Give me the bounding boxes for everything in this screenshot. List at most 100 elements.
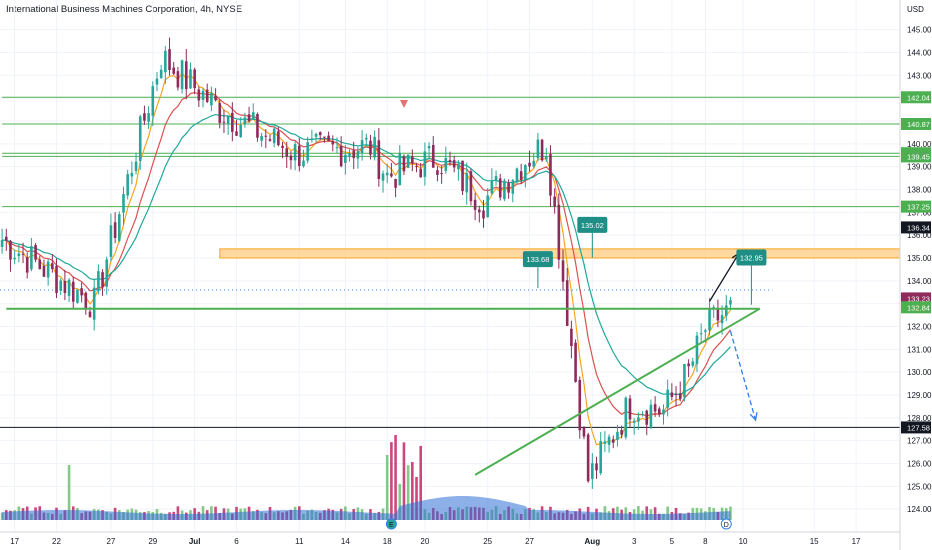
candle-body [469, 171, 473, 202]
candle-body [293, 144, 297, 161]
x-tick-label-1: 22 [52, 537, 61, 546]
y-tick-label-19: 143.00 [907, 71, 932, 80]
candle-body [645, 410, 649, 425]
candle-body [607, 436, 611, 445]
candle-body [172, 67, 176, 74]
candle-body [176, 71, 180, 88]
candle-body [97, 271, 100, 291]
candle-body [113, 222, 117, 238]
level-price-label-1-bg [901, 117, 931, 130]
candle-body [189, 69, 192, 89]
candle-body [222, 121, 226, 123]
y-tick-label-2: 126.00 [907, 460, 932, 469]
candle-body [637, 417, 640, 422]
candle-body [231, 112, 234, 132]
callout-box-2 [736, 249, 767, 266]
candle-body [561, 260, 565, 282]
candle-body [277, 131, 280, 146]
candle-body [264, 135, 268, 137]
price-label-1: 133.23 [907, 294, 930, 303]
candle-body [377, 140, 381, 179]
candle-body [360, 140, 364, 154]
candle-body [63, 281, 67, 294]
x-tick-label-0: 17 [10, 537, 19, 546]
event-marker-label-1: D [724, 522, 729, 529]
candle-body [327, 135, 330, 141]
candle-body [285, 148, 289, 157]
candle-body [197, 89, 201, 101]
candle-body [268, 139, 272, 141]
candle-body [138, 116, 142, 162]
candle-body [720, 315, 724, 324]
candle-body [239, 124, 242, 138]
volume-bar [390, 442, 393, 520]
candle-body [390, 173, 393, 177]
candle-body [201, 90, 205, 101]
y-tick-label-15: 139.00 [907, 163, 932, 172]
volume-bar [67, 465, 71, 520]
candle-body [452, 160, 456, 168]
candle-body [490, 180, 494, 194]
candle-body [101, 272, 104, 287]
candle-body [574, 342, 577, 382]
candle-body [503, 180, 506, 200]
candle-body [193, 69, 196, 89]
candle-body [662, 409, 665, 415]
candle-body [331, 140, 335, 145]
candle-body [666, 389, 669, 408]
candle-body [310, 138, 314, 141]
candle-body [88, 311, 92, 318]
candle-body [658, 408, 661, 415]
candle-body [4, 236, 8, 241]
candle-body [143, 113, 146, 121]
candle-body [205, 89, 209, 102]
candle-body [394, 178, 397, 188]
y-tick-label-21: 145.00 [907, 26, 932, 35]
candle-body [649, 404, 653, 428]
callout-label-1: 133.68 [526, 255, 549, 264]
candle-body [318, 132, 322, 136]
candle-body [498, 178, 502, 198]
candle-body [586, 434, 590, 482]
candle-body [603, 441, 607, 444]
candle-body [118, 214, 121, 241]
candle-body [695, 335, 699, 364]
candle-body [461, 160, 464, 192]
candle-body [314, 133, 318, 137]
candle-body [17, 253, 21, 257]
candle-body [708, 307, 711, 331]
x-tick-label-6: 11 [295, 537, 304, 546]
candle-body [599, 441, 602, 474]
candle-body [465, 173, 469, 193]
candle-body [406, 154, 410, 168]
candle-body [595, 463, 598, 471]
level-price-label-3-bg [901, 150, 931, 163]
volume-bar [394, 435, 397, 520]
candle-body [570, 328, 573, 347]
candle-body [260, 135, 263, 141]
candle-body [532, 160, 536, 167]
volume-bar [210, 506, 213, 520]
y-tick-label-0: 124.00 [907, 505, 932, 514]
candle-body [565, 280, 569, 326]
price-label-2-bg [901, 301, 931, 314]
x-tick-label-16: 10 [739, 537, 748, 546]
dark-level-price-label: 127.58 [907, 423, 930, 432]
candle-body [348, 153, 351, 157]
down-marker-icon [399, 100, 408, 108]
y-tick-label-5: 129.00 [907, 391, 932, 400]
volume-bar [666, 506, 669, 520]
candle-body [724, 305, 728, 316]
arrow-down-head [749, 412, 758, 422]
candle-body [716, 308, 720, 321]
candle-body [670, 392, 674, 398]
candle-body [126, 174, 129, 196]
candle-body [729, 300, 732, 305]
candle-body [84, 292, 88, 310]
y-tick-label-6: 130.00 [907, 368, 932, 377]
candle-body [398, 153, 402, 186]
x-tick-label-15: 8 [703, 537, 708, 546]
candle-body [620, 430, 623, 435]
volume-bar [176, 506, 180, 520]
